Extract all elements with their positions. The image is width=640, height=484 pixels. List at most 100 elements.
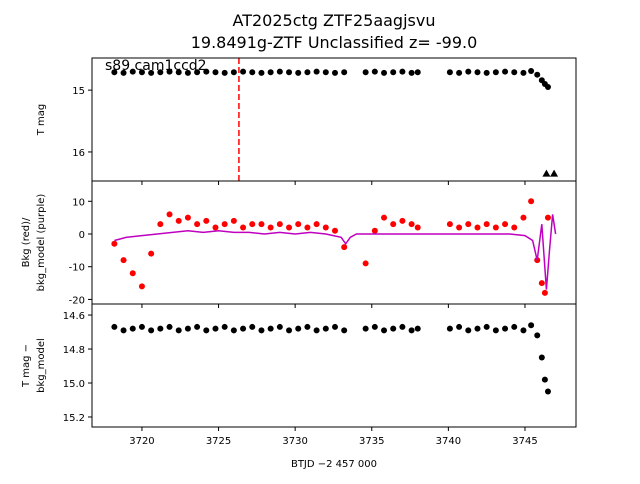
data-point — [129, 270, 136, 277]
axes-frame — [91, 57, 577, 182]
data-point — [528, 198, 535, 205]
data-point — [111, 323, 118, 330]
data-point — [414, 69, 421, 76]
y-tick-label: -10 — [69, 263, 85, 274]
data-point — [492, 69, 499, 76]
data-point — [276, 323, 283, 330]
data-point — [240, 325, 247, 332]
data-point — [456, 69, 463, 76]
data-point — [538, 354, 545, 361]
x-tick-label: 3720 — [129, 436, 154, 447]
data-point — [295, 221, 302, 228]
data-point — [166, 68, 173, 75]
data-point — [408, 327, 415, 334]
data-point — [184, 214, 191, 221]
x-tick-label: 3725 — [206, 436, 231, 447]
chart-subtitle: 19.8491g-ZTF Unclassified z= -99.0 — [191, 33, 478, 52]
model-line — [114, 214, 557, 290]
data-point — [166, 323, 173, 330]
data-point — [111, 69, 118, 76]
data-point — [267, 325, 274, 332]
data-point — [175, 217, 182, 224]
data-point — [322, 69, 329, 76]
data-point — [511, 224, 518, 231]
data-point — [304, 224, 311, 231]
data-point — [362, 325, 369, 332]
annotation: s89 cam1ccd2 — [105, 58, 207, 74]
y-tick-label: 15.0 — [63, 379, 85, 390]
y-axis-label: Bkg (red)/ — [21, 217, 32, 267]
data-point — [276, 221, 283, 228]
data-point — [203, 68, 210, 75]
data-point — [534, 332, 541, 339]
data-point — [399, 217, 406, 224]
data-point — [129, 325, 136, 332]
y-axis-label: T mag — [36, 104, 47, 137]
data-point — [157, 69, 164, 76]
data-point — [474, 224, 481, 231]
data-point — [483, 69, 490, 76]
data-point — [194, 69, 201, 76]
data-point — [249, 323, 256, 330]
data-point — [492, 327, 499, 334]
data-point — [221, 221, 228, 228]
y-tick-label: 15 — [72, 86, 85, 97]
data-point — [371, 227, 378, 234]
data-point — [520, 327, 527, 334]
data-point — [212, 224, 219, 231]
data-point — [362, 69, 369, 76]
data-point — [381, 214, 388, 221]
data-point — [474, 325, 481, 332]
x-tick-label: 3745 — [512, 436, 537, 447]
data-point — [538, 280, 545, 287]
data-point — [520, 69, 527, 76]
data-point — [362, 260, 369, 267]
data-point — [194, 323, 201, 330]
y-tick-label: 14.6 — [63, 311, 85, 322]
data-point — [304, 323, 311, 330]
data-point — [331, 69, 338, 76]
data-point — [502, 68, 509, 75]
data-point — [286, 327, 293, 334]
data-point — [381, 327, 388, 334]
y-tick-label: 15.2 — [63, 413, 85, 424]
data-point — [313, 68, 320, 75]
x-tick-label: 3740 — [436, 436, 461, 447]
data-point — [371, 68, 378, 75]
data-point — [313, 327, 320, 334]
data-point — [157, 325, 164, 332]
data-point — [138, 283, 145, 290]
data-point — [390, 221, 397, 228]
data-point — [221, 69, 228, 76]
data-point — [276, 68, 283, 75]
y-tick-label: 10 — [72, 197, 85, 208]
data-point — [408, 221, 415, 228]
data-point — [381, 69, 388, 76]
data-point — [313, 221, 320, 228]
data-point — [240, 224, 247, 231]
data-point — [120, 69, 127, 76]
data-point — [203, 327, 210, 334]
data-point — [249, 69, 256, 76]
data-point — [120, 327, 127, 334]
data-point — [331, 227, 338, 234]
x-axis-label: BTJD −2 457 000 — [291, 459, 377, 470]
axes-frame — [91, 180, 577, 305]
data-point — [240, 68, 247, 75]
data-point — [175, 327, 182, 334]
data-point — [544, 84, 551, 91]
data-point — [157, 221, 164, 228]
data-point — [502, 325, 509, 332]
data-point — [286, 224, 293, 231]
x-tick-label: 3730 — [282, 436, 307, 447]
data-point — [408, 69, 415, 76]
data-point — [541, 289, 548, 296]
axes-frame — [91, 303, 577, 428]
data-point — [175, 69, 182, 76]
data-point — [221, 323, 228, 330]
data-point — [138, 323, 145, 330]
data-point — [120, 257, 127, 264]
data-point — [414, 224, 421, 231]
data-point — [341, 327, 348, 334]
